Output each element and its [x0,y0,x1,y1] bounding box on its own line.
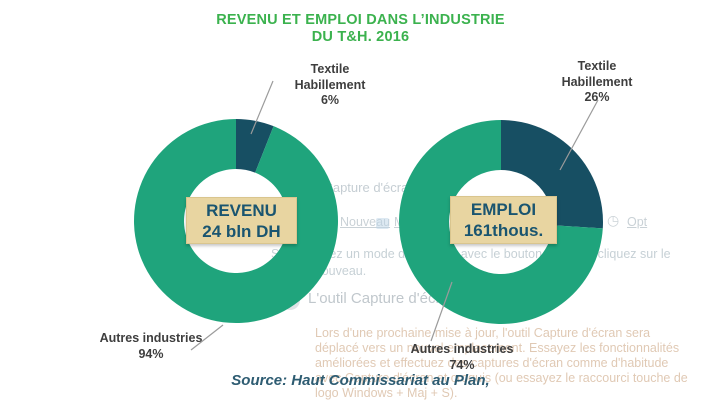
center-label-revenu: REVENU 24 bln DH [186,197,297,244]
page-title: REVENU ET EMPLOI DANS L’INDUSTRIE DU T&H… [0,12,721,45]
callout-line: Habillement [294,77,366,92]
callout-line: 26% [584,90,610,104]
center-label-revenu-line1: REVENU [206,200,277,220]
callout-revenu-autres: Autres industries 94% [76,331,226,362]
callout-emploi-autres: Autres industries 74% [387,342,537,373]
page-title-line1: REVENU ET EMPLOI DANS L’INDUSTRIE [216,12,505,28]
donut-chart-emploi [399,120,604,324]
slice-autres-industries [399,120,603,324]
page-title-line2: DU T&H. 2016 [311,28,410,45]
ghost-para-line: Lors d'une prochaine mise à jour, l'outi… [315,326,651,340]
callout-emploi-textile: Textile Habillement 26% [547,59,647,106]
slice-textile-habillement [501,120,604,229]
callout-line: Autres industries [410,342,514,356]
center-label-emploi-line1: EMPLOI [470,200,537,219]
ghost-mode-icon [376,218,389,229]
center-label-emploi: EMPLOI 161thous. [450,196,557,244]
callout-line: 74% [449,357,475,372]
ghost-new-button: Nouveau [340,215,391,229]
center-label-revenu-line2: 24 bln DH [202,221,281,241]
callout-line: Habillement [561,74,633,89]
callout-line: Autres industries [99,331,203,345]
callout-line: 6% [320,93,340,107]
ghost-timer-icon: ◷ [607,212,620,228]
callout-revenu-textile: Textile Habillement 6% [280,62,380,109]
callout-line: 94% [138,346,164,361]
slice-autres-industries [134,119,339,323]
center-label-emploi-line2: 161thous. [463,221,544,240]
ghost-options-button: Opt [627,215,648,229]
callout-line: Textile [310,62,350,76]
callout-line: Textile [577,59,617,73]
source-caption: Source: Haut Commissariat au Plan, [231,372,490,389]
